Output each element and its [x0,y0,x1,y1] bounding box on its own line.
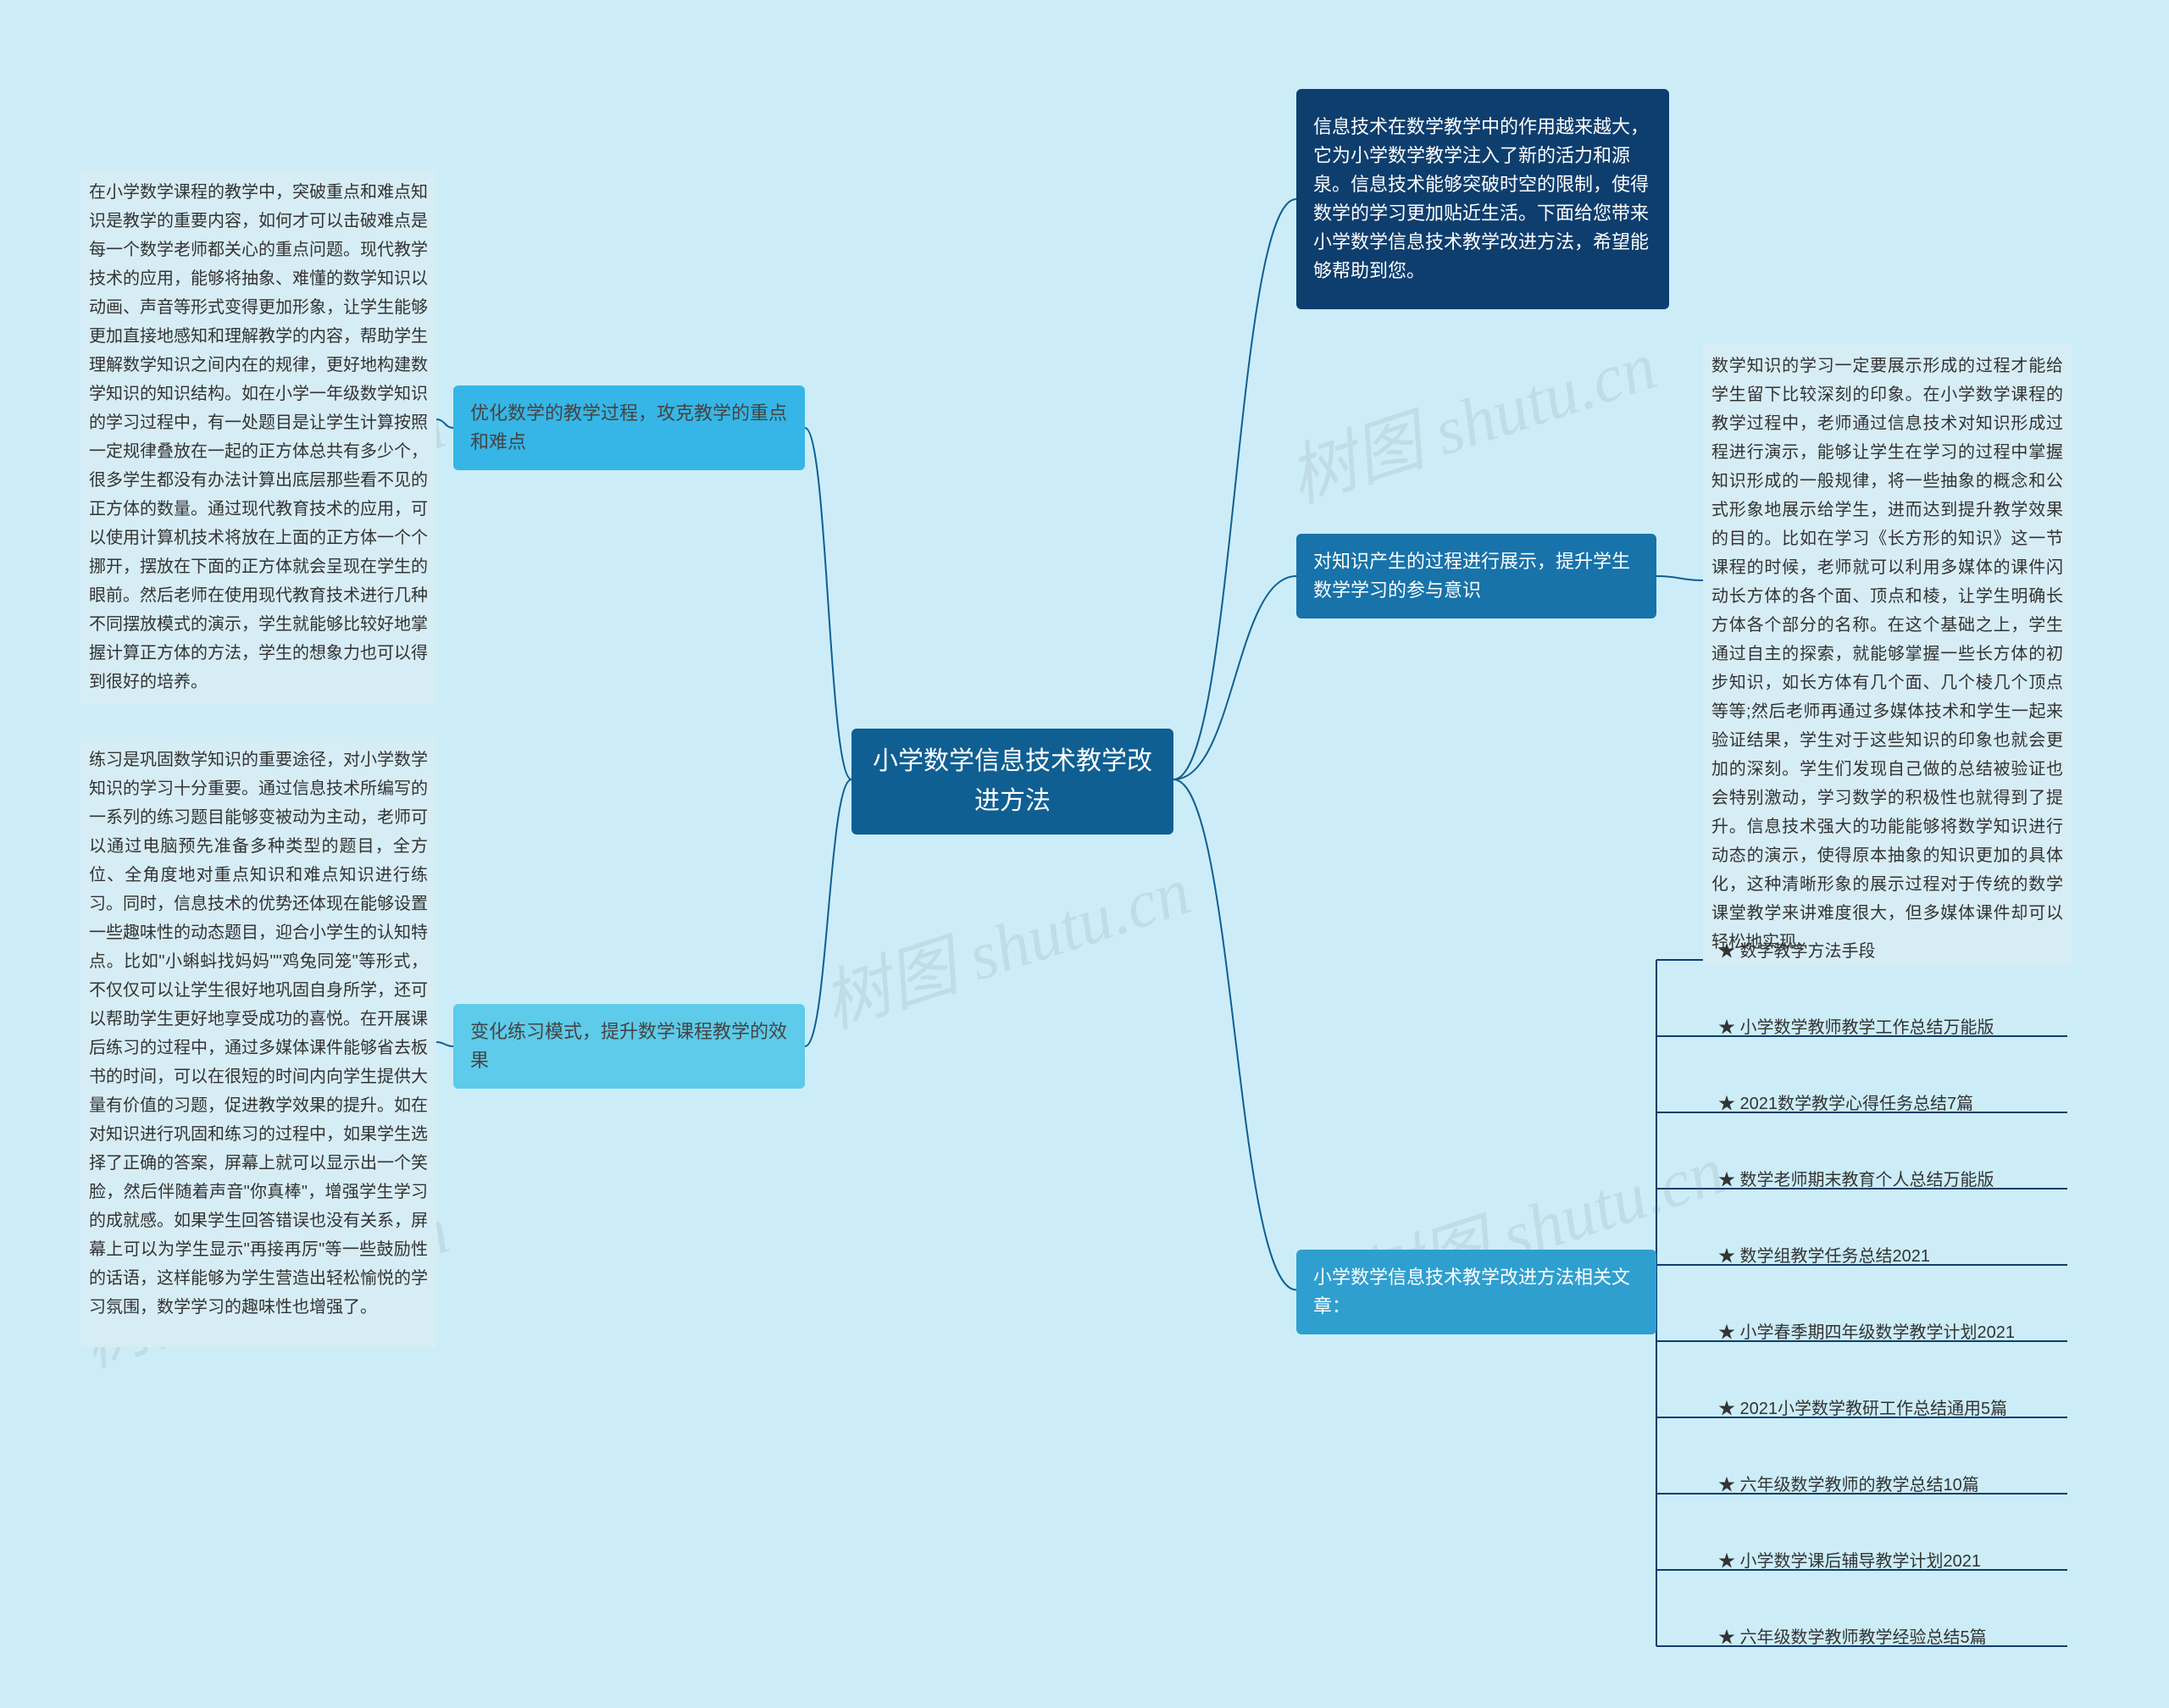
left-node-1-text: 变化练习模式，提升数学课程教学的效果 [470,1018,788,1075]
right-node-0[interactable]: 信息技术在数学教学中的作用越来越大，它为小学数学教学注入了新的活力和源泉。信息技… [1296,89,1669,309]
watermark: 树图 shutu.cn [1274,311,1667,522]
left-node-1[interactable]: 变化练习模式，提升数学课程教学的效果 [453,1004,805,1089]
right-node-0-text: 信息技术在数学教学中的作用越来越大，它为小学数学教学注入了新的活力和源泉。信息技… [1313,113,1652,286]
right-node-2-text: 小学数学信息技术教学改进方法相关文章： [1313,1263,1639,1321]
left-detail-0: 在小学数学课程的教学中，突破重点和难点知识是教学的重要内容，如何才可以击破难点是… [80,169,436,705]
left-node-0[interactable]: 优化数学的教学过程，攻克教学的重点和难点 [453,385,805,470]
center-topic-text: 小学数学信息技术教学改进方法 [868,742,1157,821]
right-node-1-text: 对知识产生的过程进行展示，提升学生数学学习的参与意识 [1313,547,1639,605]
leaf-link-2[interactable]: ★ 2021数学教学心得任务总结7篇 [1711,1089,1980,1119]
right-node-2[interactable]: 小学数学信息技术教学改进方法相关文章： [1296,1250,1656,1334]
leaf-link-6[interactable]: ★ 2021小学数学教研工作总结通用5篇 [1711,1394,2014,1424]
watermark: 树图 shutu.cn [808,836,1201,1047]
leaf-link-7[interactable]: ★ 六年级数学教师的教学总结10篇 [1711,1470,1986,1500]
leaf-link-8[interactable]: ★ 小学数学课后辅导教学计划2021 [1711,1546,1988,1577]
left-detail-1: 练习是巩固数学知识的重要途径，对小学数学知识的学习十分重要。通过信息技术所编写的… [80,737,436,1347]
leaf-link-3[interactable]: ★ 数学老师期末教育个人总结万能版 [1711,1165,2001,1195]
leaf-link-1[interactable]: ★ 小学数学教师教学工作总结万能版 [1711,1012,2001,1043]
leaf-link-0[interactable]: ★ 数学教学方法手段 [1711,936,1883,967]
leaf-link-5[interactable]: ★ 小学春季期四年级数学教学计划2021 [1711,1317,2022,1348]
right-node-1[interactable]: 对知识产生的过程进行展示，提升学生数学学习的参与意识 [1296,534,1656,618]
leaf-link-4[interactable]: ★ 数学组教学任务总结2021 [1711,1241,1937,1272]
center-topic[interactable]: 小学数学信息技术教学改进方法 [852,729,1173,835]
left-node-0-text: 优化数学的教学过程，攻克教学的重点和难点 [470,399,788,457]
leaf-link-9[interactable]: ★ 六年级数学教师教学经验总结5篇 [1711,1622,1994,1653]
right-detail-1: 数学知识的学习一定要展示形成的过程才能给学生留下比较深刻的印象。在小学数学课程的… [1703,343,2072,965]
mindmap-canvas: 树图 shutu.cn树图 shutu.cn树图 shutu.cn树图 shut… [0,0,2169,1708]
